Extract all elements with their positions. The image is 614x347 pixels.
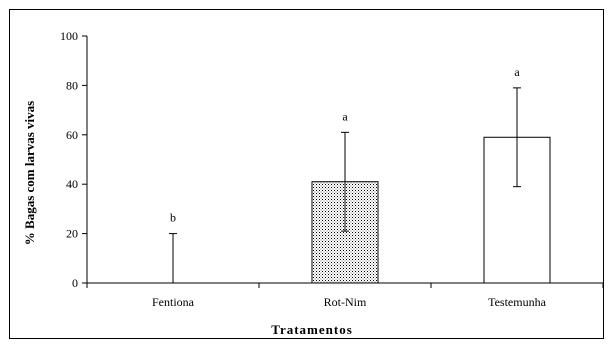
y-tick-label: 20 bbox=[66, 227, 78, 241]
significance-label: a bbox=[514, 65, 520, 79]
chart-frame: 0 20 40 60 80 100 b Fentiona a Rot-Nim a Testemunha… bbox=[9, 9, 604, 339]
plot-area: 0 20 40 60 80 100 b Fentiona a Rot-Nim a Testemunha bbox=[60, 29, 604, 309]
y-axis-title: % Bagas com larvas vivas bbox=[22, 101, 37, 245]
x-category-label: Testemunha bbox=[488, 295, 546, 309]
y-tick-label: 40 bbox=[66, 177, 78, 191]
significance-label: a bbox=[342, 109, 348, 123]
x-category-label: Fentiona bbox=[152, 295, 195, 309]
significance-label: b bbox=[170, 211, 176, 225]
x-axis-title: Tratamentos bbox=[271, 322, 353, 337]
y-tick-label: 60 bbox=[66, 128, 78, 142]
y-tick-label: 100 bbox=[60, 29, 78, 43]
y-tick-label: 80 bbox=[66, 78, 78, 92]
bar-chart: 0 20 40 60 80 100 b Fentiona a Rot-Nim a Testemunha… bbox=[22, 29, 604, 337]
x-category-label: Rot-Nim bbox=[324, 295, 367, 309]
y-tick-label: 0 bbox=[72, 276, 78, 290]
